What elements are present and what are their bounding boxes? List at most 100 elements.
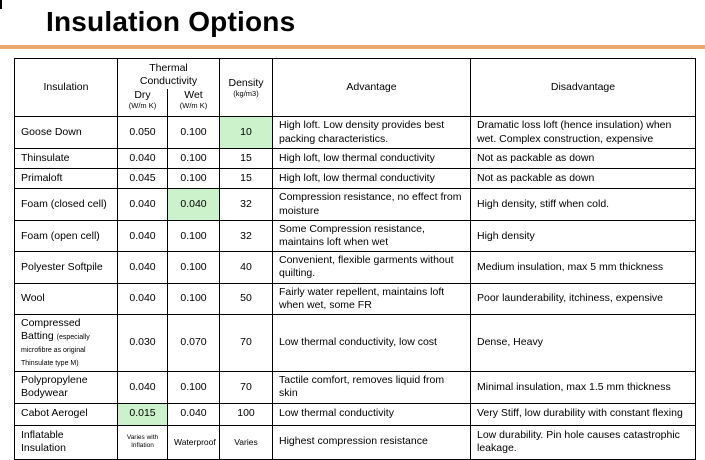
dry-value-cell: 0.040 [117, 219, 168, 253]
insulation-name-cell: Wool [14, 282, 118, 315]
insulation-table: Insulation Thermal Conductivity Density … [14, 58, 696, 460]
density-label: Density [228, 76, 264, 89]
disadvantage-cell: High density, stiff when cold. [470, 188, 696, 221]
advantage-cell: Some Compression resistance, maintains l… [272, 219, 471, 253]
wet-value-cell: 0.100 [167, 282, 220, 315]
table-body: Goose Down 0.050 0.100 10 High loft. Low den… [14, 116, 696, 460]
dry-value-cell: 0.030 [117, 313, 168, 373]
slide-title: Insulation Options [46, 6, 296, 37]
insulation-name-cell: Goose Down [14, 116, 118, 149]
disadvantage-cell: Very Stiff, low durability with constant… [470, 402, 696, 426]
table-row: Foam (closed cell) 0.040 0.040 32 Compressio… [14, 188, 696, 221]
table-row: Compressed Batting (especially microfibr… [14, 313, 696, 373]
disadvantage-cell: Low durability. Pin hole causes catastro… [470, 424, 696, 460]
density-value-cell: 50 [219, 282, 273, 315]
insulation-name: Foam (closed cell) [21, 197, 107, 210]
table-row: Polyester Softpile 0.040 0.100 40 Convenient… [14, 251, 696, 284]
dry-value-cell: 0.040 [117, 282, 168, 315]
table-row: Thinsulate 0.040 0.100 15 High loft, low the… [14, 148, 696, 169]
insulation-name: Thinsulate [21, 151, 70, 164]
table-header: Insulation Thermal Conductivity Density … [14, 58, 696, 117]
advantage-cell: Convenient, flexible garments without qu… [272, 251, 471, 284]
density-value-cell: Varies [219, 424, 273, 460]
density-value-cell: 15 [219, 148, 273, 169]
insulation-name: Goose Down [21, 125, 82, 138]
advantage-cell: Tactile comfort, removes liquid from ski… [272, 371, 471, 404]
table-row: Wool 0.040 0.100 50 Fairly water repellent, … [14, 282, 696, 315]
wet-value-cell: 0.040 [167, 402, 220, 426]
col-header-density: Density (kg/m3) [219, 58, 273, 117]
advantage-cell: High loft, low thermal conductivity [272, 148, 471, 169]
table-row: Foam (open cell) 0.040 0.100 32 Some Compres… [14, 219, 696, 253]
disadvantage-cell: High density [470, 219, 696, 253]
dry-value-cell: Varies with Inflation [117, 424, 168, 460]
disadvantage-cell: Poor launderability, itchiness, expensiv… [470, 282, 696, 315]
table-row: Inflatable Insulation Varies with Inflati… [14, 424, 696, 460]
header-row-group: Insulation Thermal Conductivity Density … [14, 58, 696, 117]
disadvantage-cell: Dramatic loss loft (hence insulation) wh… [470, 116, 696, 149]
col-header-dry: Dry (W/m K) [117, 88, 168, 117]
insulation-name-cell: Primaloft [14, 168, 118, 189]
insulation-name-cell: Foam (closed cell) [14, 188, 118, 221]
disadvantage-cell: Dense, Heavy [470, 313, 696, 373]
wet-value-cell: 0.070 [167, 313, 220, 373]
advantage-cell: Highest compression resistance [272, 424, 471, 460]
table-row: Goose Down 0.050 0.100 10 High loft. Low den… [14, 116, 696, 149]
dry-value-cell: 0.015 [117, 402, 168, 426]
density-value-cell: 32 [219, 188, 273, 221]
density-value-cell: 100 [219, 402, 273, 426]
corner-tick [0, 0, 2, 9]
insulation-name: Polypropylene Bodywear [21, 374, 88, 400]
density-value-cell: 32 [219, 219, 273, 253]
advantage-cell: Fairly water repellent, maintains loft w… [272, 282, 471, 315]
insulation-name: Wool [21, 292, 45, 305]
insulation-name-cell: Inflatable Insulation [14, 424, 118, 460]
wet-value-cell: 0.100 [167, 168, 220, 189]
col-header-wet: Wet (W/m K) [167, 88, 220, 117]
insulation-note: (especially microfibre as original Thins… [21, 333, 90, 368]
wet-unit-label: (W/m K) [179, 100, 208, 110]
density-value-cell: 40 [219, 251, 273, 284]
table-row: Polypropylene Bodywear 0.040 0.100 70 Tactil… [14, 371, 696, 404]
wet-value-cell: 0.100 [167, 148, 220, 169]
insulation-name-cell: Compressed Batting (especially microfibr… [14, 313, 118, 373]
density-value-cell: 70 [219, 371, 273, 404]
insulation-name-cell: Polyester Softpile [14, 251, 118, 284]
header-row-sub: Dry (W/m K) Wet (W/m K) [15, 88, 696, 117]
dry-value-cell: 0.040 [117, 371, 168, 404]
advantage-cell: High loft. Low density provides best pac… [272, 116, 471, 149]
density-value-cell: 10 [219, 116, 273, 149]
dry-value-cell: 0.045 [117, 168, 168, 189]
dry-value-cell: 0.040 [117, 188, 168, 221]
wet-value-cell: 0.100 [167, 219, 220, 253]
insulation-name-cell: Polypropylene Bodywear [14, 371, 118, 404]
disadvantage-cell: Not as packable as down [470, 168, 696, 189]
insulation-name-cell: Thinsulate [14, 148, 118, 169]
insulation-name-cell: Foam (open cell) [14, 219, 118, 253]
wet-value-cell: 0.100 [167, 251, 220, 284]
insulation-name: Compressed Batting [21, 316, 81, 342]
wet-label: Wet [184, 88, 203, 101]
wet-value-cell: 0.100 [167, 371, 220, 404]
dry-value-cell: 0.040 [117, 251, 168, 284]
advantage-cell: Low thermal conductivity, low cost [272, 313, 471, 373]
table-row: Primaloft 0.045 0.100 15 High loft, low ther… [14, 168, 696, 189]
insulation-name: Foam (open cell) [21, 229, 100, 242]
density-unit-label: (kg/m3) [233, 88, 259, 98]
disadvantage-cell: Medium insulation, max 5 mm thickness [470, 251, 696, 284]
insulation-name: Primaloft [21, 171, 63, 184]
col-header-advantage: Advantage [272, 58, 471, 117]
col-header-disadvantage: Disadvantage [470, 58, 696, 117]
disadvantage-cell: Not as packable as down [470, 148, 696, 169]
dry-unit-label: (W/m K) [128, 100, 157, 110]
insulation-name: Polyester Softpile [21, 260, 103, 273]
insulation-name: Inflatable Insulation [21, 428, 66, 454]
table-row: Cabot Aerogel 0.015 0.040 100 Low thermal co… [14, 402, 696, 426]
title-divider [0, 45, 705, 49]
col-header-thermal-conductivity: Thermal Conductivity [117, 58, 220, 89]
advantage-cell: Low thermal conductivity [272, 402, 471, 426]
dry-label: Dry [134, 88, 151, 101]
dry-value-cell: 0.040 [117, 148, 168, 169]
disadvantage-cell: Minimal insulation, max 1.5 mm thickness [470, 371, 696, 404]
col-header-insulation: Insulation [14, 58, 118, 117]
